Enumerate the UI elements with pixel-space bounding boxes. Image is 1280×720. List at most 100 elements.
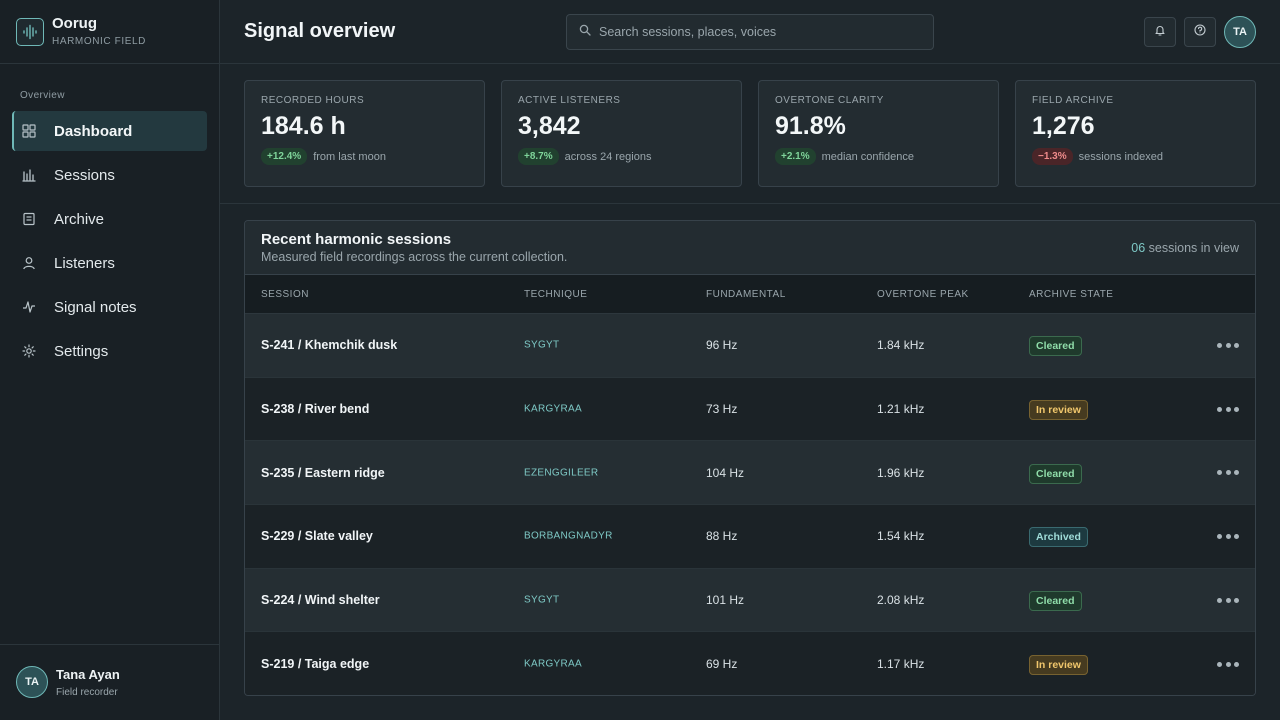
- dot-icon: [1234, 406, 1239, 412]
- dot-icon: [1217, 406, 1222, 412]
- kpi-delta: +12.4%: [261, 148, 308, 165]
- table-header: SESSION TECHNIQUE FUNDAMENTAL OVERTONE P…: [245, 275, 1255, 314]
- sidebar-item-label: Settings: [54, 342, 109, 360]
- user-role: Field recorder: [56, 686, 118, 698]
- status-badge: In review: [1029, 655, 1088, 676]
- bell-icon: [1154, 23, 1166, 41]
- user-profile[interactable]: TA Tana Ayan Field recorder: [16, 666, 120, 698]
- header-avatar[interactable]: TA: [1224, 16, 1256, 48]
- status-badge: Cleared: [1029, 463, 1082, 484]
- sidebar-item-signal-notes[interactable]: Signal notes: [12, 287, 207, 327]
- table-row[interactable]: S-241 / Khemchik dusk SYGYT 96 Hz 1.84 k…: [245, 314, 1255, 378]
- fundamental: 69 Hz: [706, 657, 738, 672]
- table-row[interactable]: S-224 / Wind shelter SYGYT 101 Hz 2.08 k…: [245, 568, 1255, 633]
- kpi-card-field-archive: FIELD ARCHIVE 1,276 −1.3% sessions index…: [1015, 80, 1256, 187]
- kpi-delta: +2.1%: [775, 148, 816, 165]
- more-options-button[interactable]: [1217, 338, 1239, 352]
- table-row[interactable]: S-219 / Taiga edge KARGYRAA 69 Hz 1.17 k…: [245, 632, 1255, 695]
- sidebar-item-sessions[interactable]: Sessions: [12, 155, 207, 195]
- nav-section-label: Overview: [20, 90, 65, 101]
- technique: KARGYRAA: [524, 658, 582, 670]
- table-row[interactable]: S-238 / River bend KARGYRAA 73 Hz 1.21 k…: [245, 377, 1255, 442]
- session-name: S-235 / Eastern ridge: [261, 465, 385, 480]
- sidebar-item-listeners[interactable]: Listeners: [12, 243, 207, 283]
- kpi-value: 3,842: [518, 112, 581, 140]
- dot-icon: [1217, 342, 1222, 348]
- more-options-button[interactable]: [1217, 657, 1239, 671]
- sidebar-item-archive[interactable]: Archive: [12, 199, 207, 239]
- more-options-button[interactable]: [1217, 402, 1239, 416]
- kpi-note: from last moon: [313, 150, 386, 163]
- kpi-label: FIELD ARCHIVE: [1032, 95, 1114, 106]
- header-divider: [220, 63, 1280, 64]
- more-options-button[interactable]: [1217, 466, 1239, 480]
- dot-icon: [1234, 342, 1239, 348]
- dot-icon: [1234, 597, 1239, 603]
- brand-name: Oorug: [52, 15, 97, 32]
- gear-icon: [22, 344, 36, 358]
- notifications-button[interactable]: [1144, 17, 1176, 47]
- help-button[interactable]: [1184, 17, 1216, 47]
- kpi-card-recorded-hours: RECORDED HOURS 184.6 h +12.4% from last …: [244, 80, 485, 187]
- kpi-value: 1,276: [1032, 112, 1095, 140]
- table-row[interactable]: S-229 / Slate valley BORBANGNADYR 88 Hz …: [245, 505, 1255, 569]
- kpi-card-active-listeners: ACTIVE LISTENERS 3,842 +8.7% across 24 r…: [501, 80, 742, 187]
- sidebar-item-settings[interactable]: Settings: [12, 331, 207, 371]
- bars-icon: [22, 168, 36, 182]
- dot-icon: [1225, 533, 1231, 539]
- column-header-technique[interactable]: TECHNIQUE: [524, 289, 588, 300]
- status-badge: Archived: [1029, 527, 1088, 548]
- kpi-card-overtone-clarity: OVERTONE CLARITY 91.8% +2.1% median conf…: [758, 80, 999, 187]
- sidebar: Oorug HARMONIC FIELD Overview Dashboard …: [0, 0, 220, 720]
- dot-icon: [1217, 470, 1222, 476]
- session-name: S-219 / Taiga edge: [261, 657, 370, 672]
- avatar: TA: [16, 666, 48, 698]
- sidebar-item-label: Sessions: [54, 166, 115, 184]
- technique: EZENGGILEER: [524, 467, 599, 479]
- status-badge: In review: [1029, 400, 1088, 421]
- overtone-peak: 2.08 kHz: [877, 593, 925, 608]
- dot-icon: [1234, 470, 1239, 476]
- column-header-archive-state[interactable]: ARCHIVE STATE: [1029, 289, 1114, 300]
- session-name: S-238 / River bend: [261, 402, 370, 417]
- session-name: S-229 / Slate valley: [261, 529, 373, 544]
- panel-header: Recent harmonic sessions Measured field …: [245, 221, 1255, 275]
- dot-icon: [1217, 533, 1222, 539]
- more-options-button[interactable]: [1217, 593, 1239, 607]
- section-divider: [220, 203, 1280, 204]
- brand-subtitle: HARMONIC FIELD: [52, 36, 146, 47]
- sidebar-item-label: Listeners: [54, 254, 115, 272]
- sidebar-item-label: Dashboard: [54, 122, 133, 140]
- kpi-label: ACTIVE LISTENERS: [518, 95, 621, 106]
- waveform-logo-icon: [16, 18, 44, 46]
- sessions-panel: Recent harmonic sessions Measured field …: [244, 220, 1256, 696]
- technique: SYGYT: [524, 339, 560, 351]
- table-row[interactable]: S-235 / Eastern ridge EZENGGILEER 104 Hz…: [245, 441, 1255, 506]
- technique: KARGYRAA: [524, 403, 582, 415]
- grid-icon: [22, 124, 36, 138]
- kpi-delta: −1.3%: [1032, 148, 1073, 165]
- fundamental: 104 Hz: [706, 465, 745, 480]
- sidebar-item-label: Archive: [54, 210, 105, 228]
- search-input[interactable]: [599, 25, 919, 39]
- overtone-peak: 1.96 kHz: [877, 465, 925, 480]
- technique: SYGYT: [524, 594, 560, 606]
- status-badge: Cleared: [1029, 336, 1082, 357]
- column-header-session[interactable]: SESSION: [261, 289, 309, 300]
- overtone-peak: 1.21 kHz: [877, 402, 925, 417]
- brand[interactable]: Oorug HARMONIC FIELD: [16, 16, 146, 48]
- dot-icon: [1225, 470, 1231, 476]
- session-count-label: sessions in view: [1148, 241, 1239, 255]
- column-header-overtone-peak[interactable]: OVERTONE PEAK: [877, 289, 969, 300]
- search-box[interactable]: [566, 14, 934, 50]
- fundamental: 101 Hz: [706, 593, 745, 608]
- dot-icon: [1234, 661, 1239, 667]
- dot-icon: [1225, 406, 1231, 412]
- kpi-value: 91.8%: [775, 112, 846, 140]
- fundamental: 88 Hz: [706, 529, 738, 544]
- sidebar-item-dashboard[interactable]: Dashboard: [12, 111, 207, 151]
- more-options-button[interactable]: [1217, 529, 1239, 543]
- column-header-fundamental[interactable]: FUNDAMENTAL: [706, 289, 786, 300]
- overtone-peak: 1.84 kHz: [877, 338, 925, 353]
- overtone-peak: 1.17 kHz: [877, 657, 925, 672]
